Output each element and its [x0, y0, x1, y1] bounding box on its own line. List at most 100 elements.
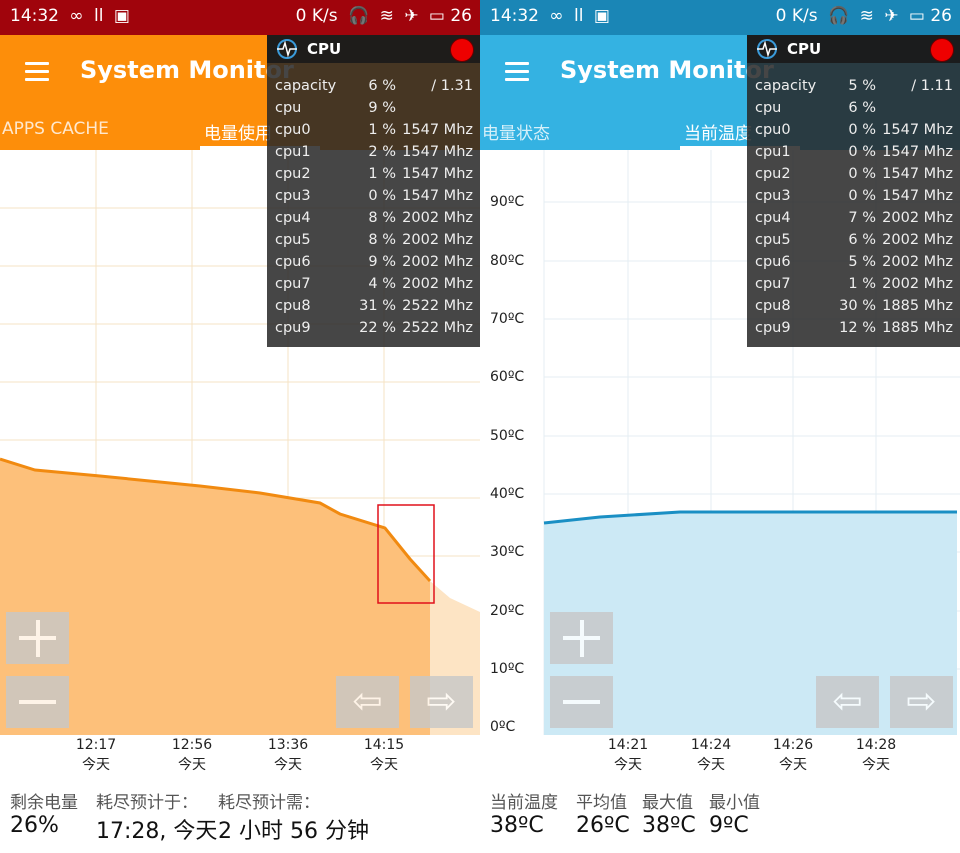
temperature-screen: 14:32 ∞ ll ▣ 0 K/s 🎧 ≋ ✈ ▭ 26 System Mon…: [480, 0, 960, 853]
cpu-row: capacity 6 %/ 1.31: [275, 78, 473, 94]
max-value: 38ºC: [642, 813, 696, 838]
pause-icon: ll: [573, 6, 584, 26]
tab-apps-cache[interactable]: APPS CACHE: [2, 119, 109, 139]
x-label: 14:15 今天: [363, 737, 405, 773]
highlight-box: [377, 504, 435, 604]
temperature-chart: 90ºC 80ºC 70ºC 60ºC 50ºC 40ºC 30ºC 20ºC …: [480, 150, 960, 735]
menu-icon[interactable]: [25, 62, 49, 81]
cpu-row: cpu6 5 % 2002 Mhz: [755, 254, 953, 270]
status-time: 14:32: [490, 6, 539, 26]
cpu-overlay[interactable]: CPU capacity 6 %/ 1.31 cpu 9 % cpu0 1 % 1547…: [267, 35, 480, 347]
menu-icon[interactable]: [505, 62, 529, 81]
cpu-row: capacity 5 %/ 1.11: [755, 78, 953, 94]
tab-current-temperature[interactable]: 当前温度: [684, 124, 752, 144]
zoom-out-button[interactable]: [6, 676, 69, 728]
pulse-icon: [277, 39, 297, 59]
cpu-overlay[interactable]: CPU capacity 5 %/ 1.11 cpu 6 % cpu0 0 % 1547…: [747, 35, 960, 347]
plus-icon: [36, 620, 40, 657]
cpu-row: cpu4 8 % 2002 Mhz: [275, 210, 473, 226]
min-label: 最小值: [709, 793, 760, 813]
x-label: 14:21 今天: [607, 737, 649, 773]
remaining-label: 剩余电量: [10, 793, 78, 813]
cpu-overlay-title: CPU: [307, 40, 342, 58]
cpu-row: cpu 6 %: [755, 100, 876, 116]
average-label: 平均值: [576, 793, 627, 813]
cpu-row: cpu 9 %: [275, 100, 396, 116]
minus-icon: [19, 700, 56, 704]
y-label: 50ºC: [490, 428, 525, 444]
cpu-row: cpu9 12 % 1885 Mhz: [755, 320, 953, 336]
zoom-in-button[interactable]: [6, 612, 69, 664]
pause-icon: ll: [93, 6, 104, 26]
record-icon[interactable]: [930, 38, 954, 62]
airplane-icon: ✈: [404, 6, 419, 26]
x-label: 14:26 今天: [772, 737, 814, 773]
cpu-row: cpu2 1 % 1547 Mhz: [275, 166, 473, 182]
y-label: 60ºC: [490, 369, 525, 385]
airplane-icon: ✈: [884, 6, 899, 26]
remaining-value: 26%: [10, 813, 59, 838]
zoom-in-button[interactable]: [550, 612, 613, 664]
average-value: 26ºC: [576, 813, 630, 838]
x-axis-labels: 14:21 今天 14:24 今天 14:26 今天 14:28 今天: [480, 735, 960, 780]
network-speed: 0 K/s: [775, 6, 818, 26]
depletion-duration-label: 耗尽预计需：: [218, 793, 320, 813]
infinity-icon: ∞: [69, 6, 84, 26]
x-label: 14:28 今天: [855, 737, 897, 773]
tab-battery-usage[interactable]: 电量使用: [204, 124, 272, 144]
arrow-right-icon: ⇨: [426, 681, 457, 722]
x-label: 13:36 今天: [267, 737, 309, 773]
cpu-overlay-header[interactable]: CPU: [267, 35, 480, 63]
tab-indicator: [200, 146, 320, 150]
cpu-row: cpu3 0 % 1547 Mhz: [275, 188, 473, 204]
y-label: 30ºC: [490, 544, 525, 560]
cpu-overlay-header[interactable]: CPU: [747, 35, 960, 63]
app-title: System Monitor: [80, 56, 294, 84]
tab-battery-status[interactable]: 电量状态: [482, 124, 550, 144]
depletion-duration-value: 2 小时 56 分钟: [218, 819, 369, 844]
headphones-icon: 🎧: [348, 6, 370, 26]
battery-screen: 14:32 ∞ ll ▣ 0 K/s 🎧 ≋ ✈ ▭ 26 System Mon…: [0, 0, 480, 853]
record-icon[interactable]: [450, 38, 474, 62]
zoom-out-button[interactable]: [550, 676, 613, 728]
pulse-icon: [757, 39, 777, 59]
cpu-row: cpu6 9 % 2002 Mhz: [275, 254, 473, 270]
battery-level: 26: [930, 6, 952, 26]
x-label: 12:56 今天: [171, 737, 213, 773]
status-bar: 14:32 ∞ ll ▣ 0 K/s 🎧 ≋ ✈ ▭ 26: [0, 0, 480, 35]
status-time: 14:32: [10, 6, 59, 26]
x-label: 14:24 今天: [690, 737, 732, 773]
tab-indicator: [680, 146, 800, 150]
cpu-row: cpu5 8 % 2002 Mhz: [275, 232, 473, 248]
next-button[interactable]: ⇨: [410, 676, 473, 728]
depletion-time-value: 17:28, 今天: [96, 819, 218, 844]
prev-button[interactable]: ⇦: [816, 676, 879, 728]
battery-level-line: [0, 457, 432, 583]
min-value: 9ºC: [709, 813, 749, 838]
temperature-line: [543, 510, 957, 525]
cpu-row: cpu3 0 % 1547 Mhz: [755, 188, 953, 204]
cpu-row: cpu0 1 % 1547 Mhz: [275, 122, 473, 138]
depletion-time-label: 耗尽预计于：: [96, 793, 198, 813]
plus-icon: [580, 620, 584, 657]
cpu-overlay-title: CPU: [787, 40, 822, 58]
y-label: 70ºC: [490, 311, 525, 327]
prev-button[interactable]: ⇦: [336, 676, 399, 728]
cpu-row: cpu9 22 % 2522 Mhz: [275, 320, 473, 336]
cpu-row: cpu7 1 % 2002 Mhz: [755, 276, 953, 292]
battery-icon: ▭: [908, 6, 925, 26]
y-label: 40ºC: [490, 486, 525, 502]
next-button[interactable]: ⇨: [890, 676, 953, 728]
app-title: System Monitor: [560, 56, 774, 84]
image-icon: ▣: [113, 6, 130, 26]
current-temp-value: 38ºC: [490, 813, 544, 838]
cpu-row: cpu2 0 % 1547 Mhz: [755, 166, 953, 182]
cpu-row: cpu5 6 % 2002 Mhz: [755, 232, 953, 248]
arrow-right-icon: ⇨: [906, 681, 937, 722]
infinity-icon: ∞: [549, 6, 564, 26]
cpu-row: cpu1 2 % 1547 Mhz: [275, 144, 473, 160]
battery-info: 剩余电量 耗尽预计于： 耗尽预计需： 26% 17:28, 今天 2 小时 56…: [0, 780, 480, 853]
status-bar: 14:32 ∞ ll ▣ 0 K/s 🎧 ≋ ✈ ▭ 26: [480, 0, 960, 35]
y-label: 80ºC: [490, 253, 525, 269]
cpu-row: cpu7 4 % 2002 Mhz: [275, 276, 473, 292]
